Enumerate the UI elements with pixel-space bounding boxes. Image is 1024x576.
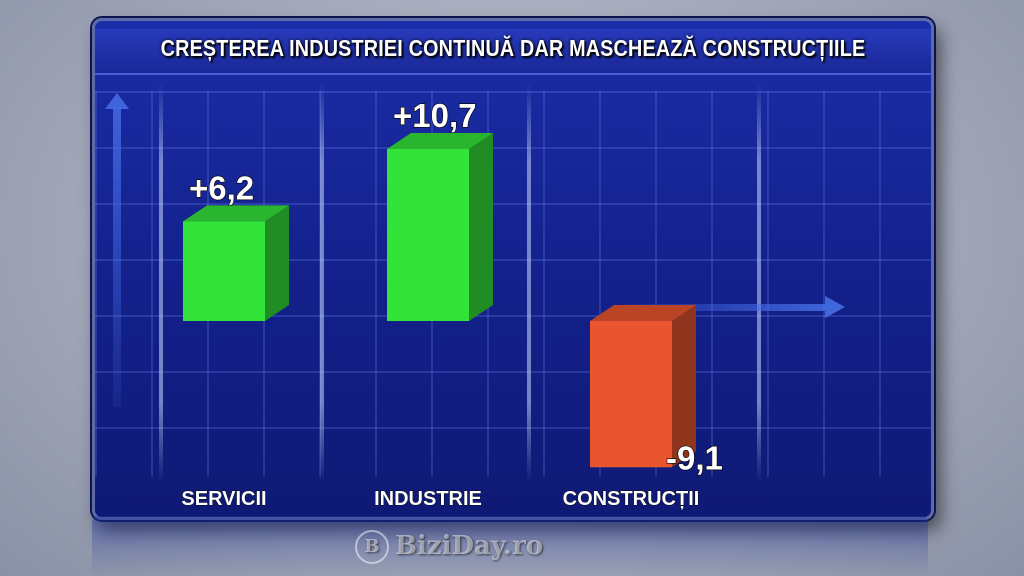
data-label: +6,2 xyxy=(189,169,254,206)
data-label: -9,1 xyxy=(666,439,723,476)
watermark-text: BiziDay.ro xyxy=(395,531,544,561)
bar-industrie xyxy=(387,133,493,321)
bar-front xyxy=(183,221,265,321)
category-label: INDUSTRIE xyxy=(374,488,482,510)
y-axis-arrow-icon xyxy=(105,93,129,407)
chart-title: CREȘTEREA INDUSTRIEI CONTINUĂ DAR MASCHE… xyxy=(160,35,866,61)
bar-servicii xyxy=(183,205,289,321)
bar-front xyxy=(590,321,672,468)
category-label: SERVICII xyxy=(181,488,266,510)
data-label: +10,7 xyxy=(393,97,477,134)
category-label: CONSTRUCȚII xyxy=(563,488,700,510)
grid-highlight-line xyxy=(159,83,163,483)
bar-construcții xyxy=(590,305,696,468)
grid-highlight-line xyxy=(527,83,531,483)
bar-side xyxy=(469,133,493,321)
bar-side xyxy=(672,305,696,468)
grid-highlight-line xyxy=(320,83,324,483)
bar-top xyxy=(387,133,493,149)
bar-front xyxy=(387,149,469,321)
chart-board: CREȘTEREA INDUSTRIEI CONTINUĂ DAR MASCHE… xyxy=(92,18,934,520)
watermark: B BiziDay.ro xyxy=(355,530,543,564)
bar-side xyxy=(265,205,289,321)
grid-highlight-line xyxy=(757,83,761,483)
bar-top xyxy=(590,305,696,321)
x-axis-arrow-icon xyxy=(625,296,845,318)
bar-top xyxy=(183,205,289,222)
bar-chart: +6,2 SERVICII +10,7 INDUSTRIE -9,1 CONSTRUCȚI… xyxy=(181,96,723,510)
watermark-logo-icon: B xyxy=(355,530,389,564)
board-reflection xyxy=(92,516,928,576)
title-bar xyxy=(95,29,931,75)
